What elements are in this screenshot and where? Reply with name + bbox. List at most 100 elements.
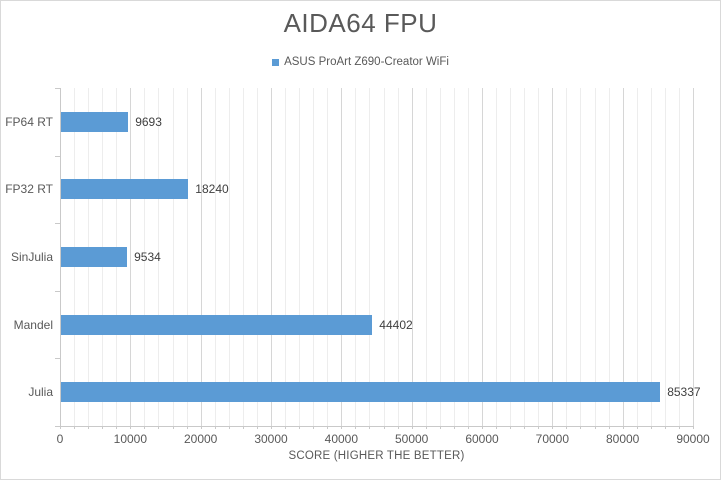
x-axis-tick xyxy=(369,426,371,429)
y-axis-tick xyxy=(55,223,60,225)
gridline-minor xyxy=(580,88,582,426)
gridline-major xyxy=(693,88,694,426)
gridline-minor xyxy=(313,88,315,426)
x-axis-tick xyxy=(650,426,652,429)
y-axis-tick xyxy=(55,426,60,427)
x-tick-label: 0 xyxy=(56,432,64,446)
bar xyxy=(60,314,373,335)
x-axis-tick xyxy=(693,426,694,429)
x-tick-label: 20000 xyxy=(183,432,218,446)
x-axis-tick xyxy=(228,426,230,429)
legend-series-label: ASUS ProArt Z690-Creator WiFi xyxy=(284,56,449,68)
gridline-minor xyxy=(664,88,666,426)
gridline-major xyxy=(341,88,343,426)
gridline-minor xyxy=(242,88,244,426)
x-axis-tick xyxy=(271,426,272,429)
bar xyxy=(60,179,189,200)
y-axis-tick xyxy=(55,358,60,360)
x-axis-tick xyxy=(467,426,469,429)
gridline-major xyxy=(552,88,554,426)
gridline-minor xyxy=(383,88,385,426)
x-axis-tick xyxy=(186,426,188,429)
category-label: Julia xyxy=(28,385,53,400)
legend-item: ASUS ProArt Z690-Creator WiFi xyxy=(272,56,449,68)
category-label: FP32 RT xyxy=(5,182,53,197)
gridline-minor xyxy=(144,88,146,426)
plot-area: 9693 18240 9534 44402 85337 xyxy=(60,88,701,426)
gridline-minor xyxy=(594,88,596,426)
x-axis-tick xyxy=(256,426,258,429)
x-tick-label: 10000 xyxy=(113,432,148,446)
gridline-major xyxy=(411,88,413,426)
gridline-minor xyxy=(453,88,455,426)
x-axis-tick xyxy=(200,426,202,429)
gridline-minor xyxy=(608,88,610,426)
gridline-minor xyxy=(158,88,160,426)
gridline-minor xyxy=(369,88,371,426)
x-axis-tick xyxy=(453,426,455,429)
gridline-minor xyxy=(214,88,216,426)
gridline-minor xyxy=(524,88,526,426)
gridline-minor xyxy=(467,88,469,426)
x-axis-tick xyxy=(242,426,244,429)
x-axis-tick xyxy=(552,426,554,429)
x-axis-tick xyxy=(664,426,666,429)
x-axis-tick xyxy=(594,426,596,429)
x-axis-tick xyxy=(397,426,399,429)
x-tick-label: 60000 xyxy=(465,432,499,446)
x-axis-tick xyxy=(130,426,132,429)
gridline-minor xyxy=(496,88,498,426)
category-label: FP64 RT xyxy=(5,114,53,129)
x-axis-tick xyxy=(299,426,301,429)
x-axis-tick xyxy=(285,426,287,429)
gridline-major xyxy=(482,88,483,426)
value-axis-line xyxy=(60,426,693,427)
x-axis-tick xyxy=(510,426,512,429)
x-axis-tick xyxy=(538,426,540,429)
y-axis-tick xyxy=(55,155,60,157)
x-axis-tick xyxy=(158,426,160,429)
gridline-minor xyxy=(538,88,540,426)
gridline-major xyxy=(271,88,272,426)
legend-marker-square xyxy=(272,58,280,66)
y-axis-tick xyxy=(55,290,60,292)
gridline-minor xyxy=(439,88,441,426)
gridline-minor xyxy=(299,88,301,426)
x-tick-label: 30000 xyxy=(254,432,288,446)
category-label: SinJulia xyxy=(10,249,53,264)
legend: ASUS ProArt Z690-Creator WiFi xyxy=(1,56,720,68)
bar-value-label: 18240 xyxy=(195,182,229,197)
gridline-minor xyxy=(425,88,427,426)
bar-value-label: 9534 xyxy=(134,250,161,264)
x-tick-label: 40000 xyxy=(324,432,359,446)
x-axis-tick xyxy=(678,426,680,429)
gridline-minor xyxy=(678,88,680,426)
x-tick-label: 70000 xyxy=(535,432,570,446)
x-axis-tick xyxy=(496,426,498,429)
x-axis-tick xyxy=(60,426,61,429)
gridline-minor xyxy=(256,88,258,426)
gridline-minor xyxy=(650,88,652,426)
x-axis-tick xyxy=(411,426,413,429)
x-axis-tick xyxy=(144,426,146,429)
bar-value-label: 44402 xyxy=(379,317,413,332)
x-tick-label: 90000 xyxy=(676,432,710,446)
x-tick-label: 80000 xyxy=(605,432,640,446)
x-axis-tick xyxy=(622,426,624,429)
x-axis-tick xyxy=(172,426,174,429)
gridline-minor xyxy=(172,88,174,426)
x-axis-title: SCORE (HIGHER THE BETTER) xyxy=(288,450,465,462)
category-axis-line xyxy=(60,88,61,426)
x-axis-tick xyxy=(88,426,90,429)
gridline-major xyxy=(200,88,202,426)
gridline-minor xyxy=(327,88,329,426)
x-axis-tick xyxy=(214,426,216,429)
bar xyxy=(60,382,661,403)
gridline-minor xyxy=(636,88,638,426)
x-axis-tick xyxy=(341,426,343,429)
bar-value-label: 85337 xyxy=(667,385,701,400)
x-tick-label: 50000 xyxy=(394,432,429,446)
gridline-minor xyxy=(228,88,230,426)
gridline-minor xyxy=(510,88,512,426)
